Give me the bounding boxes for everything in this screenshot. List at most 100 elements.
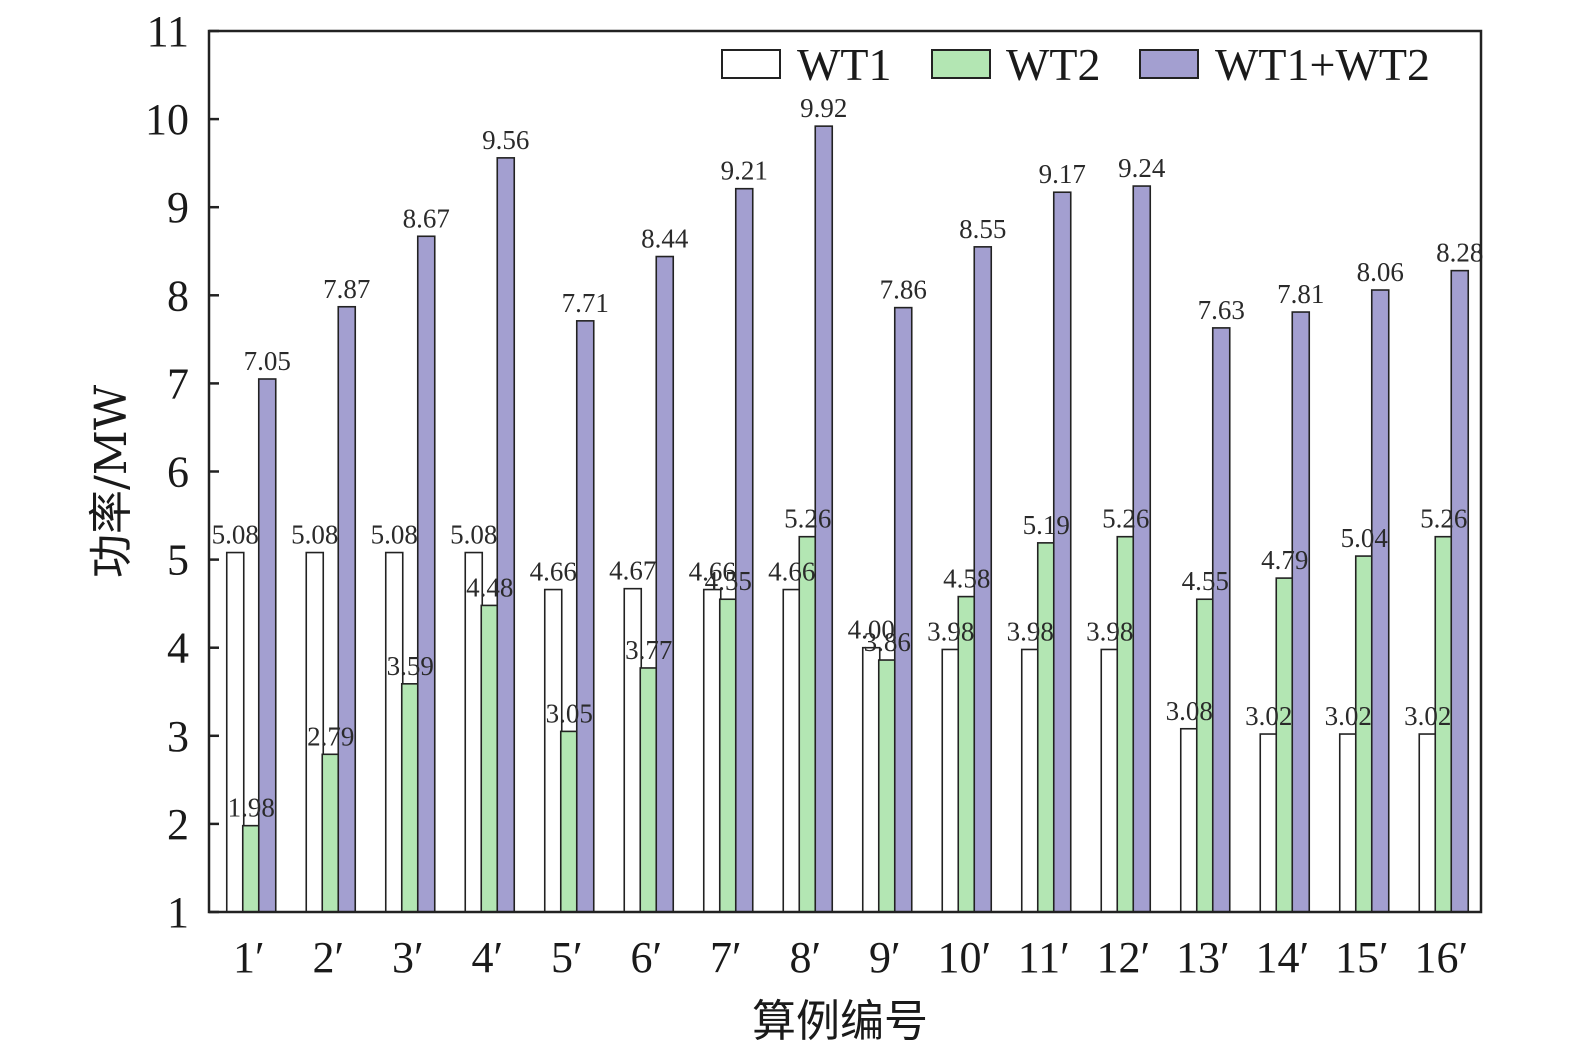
- data-label: 5.08: [212, 520, 259, 550]
- y-tick-label: 7: [167, 359, 189, 408]
- data-label: 3.98: [1007, 616, 1054, 646]
- bar-wt1-14: [1259, 733, 1279, 913]
- legend-swatch-wt2: [931, 49, 991, 79]
- bar-wt1-7: [702, 588, 722, 913]
- bar-wt1-plus-wt2-9: [893, 306, 913, 913]
- data-label: 3.98: [1086, 616, 1133, 646]
- data-label: 5.26: [784, 504, 831, 534]
- bar-wt1-plus-wt2-2: [337, 305, 357, 913]
- data-label: 1.98: [228, 793, 275, 823]
- bar-wt1-plus-wt2-1: [257, 378, 277, 913]
- bar-wt2-8: [798, 535, 818, 913]
- bar-wt1-8: [782, 588, 802, 913]
- x-tick-label: 9′: [869, 933, 901, 982]
- x-tick-label: 12′: [1096, 933, 1150, 982]
- bar-wt1-1: [225, 551, 245, 913]
- x-tick-label: 2′: [312, 933, 344, 982]
- bar-wt2-5: [559, 730, 579, 913]
- legend-label: WT2: [1006, 39, 1101, 90]
- data-label: 7.05: [244, 346, 291, 376]
- data-label: 3.86: [864, 627, 911, 657]
- data-label: 7.86: [880, 275, 927, 305]
- bar-wt2-15: [1354, 555, 1374, 913]
- data-label: 4.79: [1261, 545, 1308, 575]
- legend-swatch-wt1: [721, 49, 781, 79]
- legend-label: WT1: [797, 39, 892, 90]
- bar-wt1-plus-wt2-16: [1450, 269, 1470, 913]
- bar-wt1-plus-wt2-3: [416, 235, 436, 913]
- x-tick-label: 10′: [937, 933, 991, 982]
- data-label: 4.55: [1182, 566, 1229, 596]
- data-label: 5.08: [371, 520, 418, 550]
- bar-wt2-3: [400, 683, 420, 913]
- data-label: 5.04: [1341, 523, 1389, 553]
- data-label: 4.67: [609, 556, 656, 586]
- bar-wt2-12: [1116, 535, 1136, 913]
- y-tick-label: 3: [167, 712, 189, 761]
- bar-wt2-13: [1195, 598, 1215, 913]
- x-tick-label: 14′: [1255, 933, 1309, 982]
- x-tick-label: 13′: [1176, 933, 1230, 982]
- y-tick-label: 10: [145, 95, 189, 144]
- y-tick-label: 1: [167, 888, 189, 937]
- y-axis-title: 功率/MW: [86, 384, 137, 578]
- data-label: 9.21: [721, 156, 768, 186]
- data-label: 9.24: [1118, 153, 1166, 183]
- bar-wt1-3: [384, 551, 404, 913]
- bar-wt1-9: [861, 646, 881, 913]
- bar-wt1-5: [543, 588, 563, 913]
- bar-wt1-plus-wt2-12: [1132, 185, 1152, 913]
- x-axis: 1′ 2′ 3′ 4′ 5′ 6′ 7′ 8′ 9′ 10′ 11′ 12′ 13′ 14′ 15′ 16′: [233, 933, 1468, 982]
- y-axis: 1 2 3 4 5 6 7 8 9 10 11: [145, 7, 219, 937]
- y-tick-label: 4: [167, 624, 189, 673]
- bar-wt1-10: [941, 648, 961, 913]
- data-label: 5.08: [450, 520, 497, 550]
- data-label: 7.63: [1198, 295, 1245, 325]
- legend: WT1 WT2 WT1+WT2: [721, 39, 1430, 90]
- bar-wt1-plus-wt2-11: [1052, 191, 1072, 913]
- data-label: 8.28: [1436, 238, 1483, 268]
- data-label: 9.92: [800, 93, 847, 123]
- data-label: 7.87: [323, 274, 370, 304]
- data-label: 4.66: [530, 557, 577, 587]
- bar-wt1-4: [464, 551, 484, 913]
- data-label: 3.77: [625, 635, 672, 665]
- bar-wt2-9: [877, 659, 897, 913]
- data-label: 4.48: [466, 572, 513, 602]
- data-label: 5.26: [1102, 504, 1149, 534]
- data-label: 2.79: [307, 721, 354, 751]
- bar-wt1-11: [1020, 648, 1040, 913]
- x-axis-title: 算例编号: [752, 996, 928, 1047]
- data-label: 5.08: [291, 520, 338, 550]
- bar-wt1-plus-wt2-15: [1370, 289, 1390, 913]
- data-label: 7.71: [562, 288, 609, 318]
- y-tick-label: 8: [167, 271, 189, 320]
- y-tick-label: 6: [167, 448, 189, 497]
- data-label: 7.81: [1277, 279, 1324, 309]
- data-label: 3.98: [927, 616, 974, 646]
- y-tick-label: 9: [167, 183, 189, 232]
- data-label: 4.00: [848, 615, 895, 645]
- data-label: 4.55: [705, 566, 752, 596]
- bar-wt1-plus-wt2-6: [655, 255, 675, 913]
- data-label: 4.66: [689, 557, 736, 587]
- x-tick-label: 4′: [471, 933, 503, 982]
- data-label: 3.02: [1245, 701, 1292, 731]
- bar-wt2-11: [1036, 542, 1056, 913]
- y-tick-label: 11: [147, 7, 189, 56]
- x-tick-label: 1′: [233, 933, 265, 982]
- data-label: 8.55: [959, 214, 1006, 244]
- bar-wt1-plus-wt2-5: [575, 320, 595, 913]
- data-label: 9.17: [1039, 159, 1086, 189]
- data-label: 4.58: [943, 564, 990, 594]
- x-tick-label: 15′: [1335, 933, 1389, 982]
- bar-wt1-plus-wt2-13: [1211, 327, 1231, 913]
- x-tick-label: 5′: [551, 933, 583, 982]
- legend-label: WT1+WT2: [1215, 39, 1430, 90]
- data-label: 8.44: [641, 224, 689, 254]
- x-tick-label: 3′: [392, 933, 424, 982]
- x-tick-label: 11′: [1018, 933, 1070, 982]
- data-label: 9.56: [482, 125, 529, 155]
- data-labels-layer: 5.08 1.98 7.05 5.08 2.79 7.87 5.08 3.59 8.67 5.08…: [212, 93, 1484, 823]
